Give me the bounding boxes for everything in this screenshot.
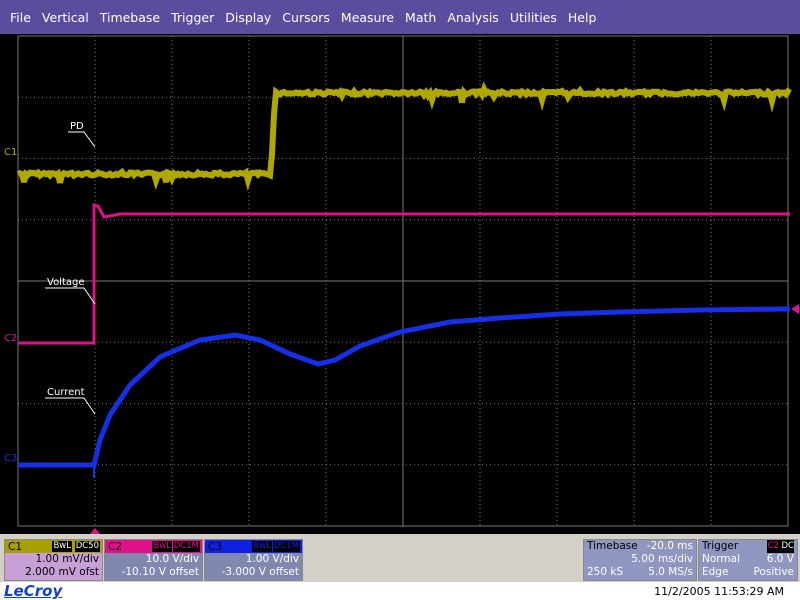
trace-label: C2 — [4, 333, 17, 344]
menu-item[interactable]: File — [10, 9, 31, 25]
annotation: Current — [47, 387, 85, 398]
badge: DC1M — [172, 541, 200, 552]
trace-c3 — [18, 306, 791, 468]
channel-name: C2 — [108, 540, 123, 553]
label: Trigger — [702, 540, 739, 552]
badge: BwL — [152, 541, 172, 552]
badge: BwL — [52, 541, 72, 552]
menu-item[interactable]: Math — [405, 9, 437, 25]
slope: Positive — [753, 566, 794, 578]
trace-label: C1 — [4, 147, 17, 158]
channel-scale: 10.0 V/div — [145, 553, 199, 565]
menu-item[interactable]: Cursors — [282, 9, 330, 25]
timebase-box[interactable]: Timebase -20.0 ms 5.00 ms/div 250 kS 5.0 M… — [583, 539, 697, 581]
label: Timebase — [587, 540, 638, 552]
badge: DC — [781, 541, 794, 551]
channel-offset: -3.000 V offset — [221, 566, 299, 578]
scope-display: C1 C2 C3 PD Voltage Current — [0, 34, 800, 534]
channel-offset: 2.000 mV ofst — [25, 566, 99, 578]
screen-bg — [0, 34, 800, 534]
menu-item[interactable]: Display — [225, 9, 272, 25]
trigger-time-marker — [90, 528, 100, 534]
channel-name: C1 — [8, 540, 23, 553]
scale: 5.00 ms/div — [631, 553, 693, 565]
menu-item[interactable]: Measure — [340, 9, 395, 25]
menu-item[interactable]: Utilities — [509, 9, 557, 25]
logo: LeCroy — [4, 582, 63, 600]
menu-item[interactable]: Help — [567, 9, 597, 25]
annotation: Voltage — [47, 277, 85, 288]
rate: 5.0 MS/s — [648, 566, 693, 578]
channel-box[interactable]: C1 BwL DC50 1.00 mV/div 2.000 mV ofst — [4, 539, 103, 581]
menu-item[interactable]: Vertical — [41, 9, 89, 25]
timestamp: 11/2/2005 11:53:29 AM — [654, 585, 784, 598]
trace-c1 — [16, 81, 792, 191]
info-panel: C1 BwL DC50 1.00 mV/div 2.000 mV ofst C2 B… — [0, 534, 800, 582]
trigger-level-marker — [791, 304, 799, 314]
channel-name: C3 — [208, 540, 223, 553]
annotation-line — [45, 287, 96, 305]
channel-box[interactable]: C2 BwL DC1M 10.0 V/div -10.10 V offset — [104, 539, 203, 581]
menu-item[interactable]: Analysis — [447, 9, 499, 25]
channel-scale: 1.00 mV/div — [35, 553, 99, 565]
badge: DC50 — [74, 541, 100, 552]
trigger-box[interactable]: Trigger C2 DC Normal 6.0 V Edge Positive — [698, 539, 798, 581]
menu-bar: File Vertical Timebase Trigger Display Cursor… — [0, 0, 800, 34]
badge: C2 — [767, 541, 779, 551]
channel-offset: -10.10 V offset — [121, 566, 199, 578]
menu-item[interactable]: Timebase — [99, 9, 161, 25]
annotation: PD — [70, 121, 84, 132]
channel-box[interactable]: C3 BwL DC1M 1.00 V/div -3.000 V offset — [204, 539, 303, 581]
badge: BwL — [252, 541, 272, 552]
samples: 250 kS — [587, 566, 624, 578]
trace-c2 — [18, 203, 790, 345]
channel-scale: 1.00 V/div — [245, 553, 299, 565]
trace-label: C3 — [4, 453, 17, 464]
badge: DC1M — [272, 541, 300, 552]
footer: LeCroy 11/2/2005 11:53:29 AM — [0, 582, 800, 600]
annotation-line — [45, 397, 96, 415]
type: Edge — [702, 566, 729, 578]
mode: Normal — [702, 553, 740, 565]
menu-item[interactable]: Trigger — [171, 9, 215, 25]
annotation-line — [68, 131, 96, 148]
level: 6.0 V — [766, 553, 794, 565]
delay: -20.0 ms — [646, 540, 693, 552]
